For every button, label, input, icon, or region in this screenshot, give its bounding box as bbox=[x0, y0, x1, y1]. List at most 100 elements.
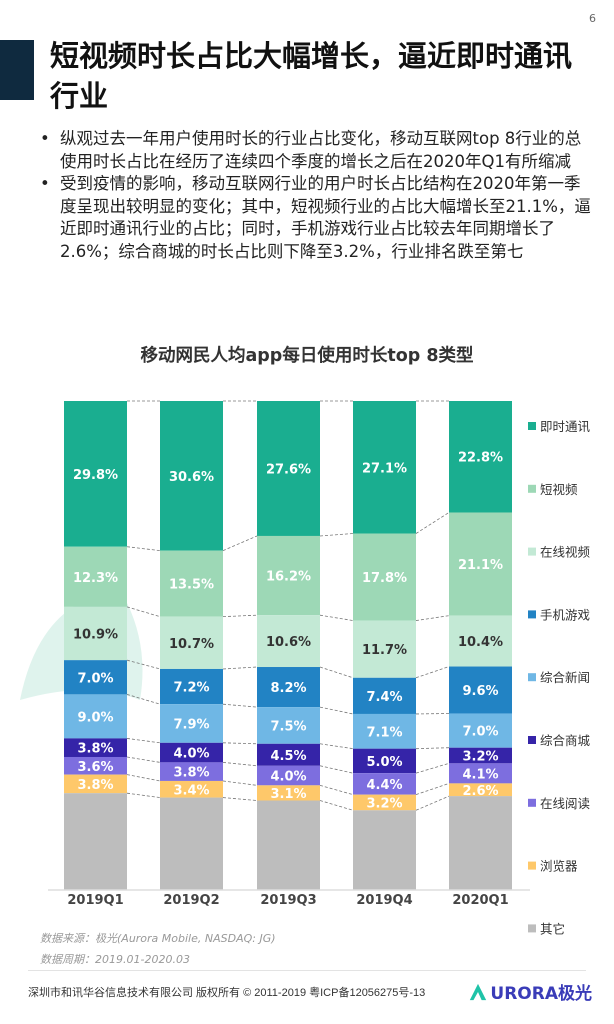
connector-line bbox=[415, 762, 450, 774]
chart-title: 移动网民人均app每日使用时长top 8类型 bbox=[140, 346, 474, 366]
data-label: 3.4% bbox=[173, 783, 209, 798]
legend-label: 手机游戏 bbox=[540, 607, 590, 622]
legend-swatch bbox=[528, 610, 536, 619]
data-label: 2.6% bbox=[462, 784, 498, 799]
bar-segment bbox=[257, 401, 320, 536]
connector-line bbox=[415, 783, 450, 796]
bar-segment bbox=[257, 535, 320, 616]
bullet-item: 受到疫情的影响，移动互联网行业的用户时长占比结构在2020年第一季度呈现出较明显… bbox=[38, 173, 594, 263]
data-label: 8.2% bbox=[270, 681, 306, 696]
data-label: 10.4% bbox=[458, 635, 503, 650]
data-label: 7.9% bbox=[173, 717, 209, 732]
bar-segment bbox=[257, 765, 320, 786]
legend-swatch bbox=[528, 547, 536, 556]
connector-line bbox=[319, 765, 354, 774]
connector-line bbox=[222, 780, 258, 786]
connector-line bbox=[222, 742, 258, 745]
bar-segment bbox=[449, 615, 512, 667]
bar-segment bbox=[160, 550, 223, 617]
data-label: 3.2% bbox=[462, 750, 498, 765]
aurora-logo-icon bbox=[470, 983, 487, 1000]
data-label: 9.6% bbox=[462, 684, 498, 699]
legend-swatch bbox=[528, 736, 536, 744]
page-title: 短视频时长占比大幅增长，逼近即时通讯行业 bbox=[50, 39, 573, 113]
connector-line bbox=[319, 706, 354, 715]
legend-label: 综合商城 bbox=[540, 733, 591, 748]
bar-segment bbox=[353, 401, 416, 534]
legend-label: 短视频 bbox=[540, 482, 578, 497]
connector-line bbox=[222, 614, 258, 618]
bar-segment bbox=[449, 796, 512, 890]
legend-swatch bbox=[528, 924, 536, 933]
connector-line bbox=[415, 666, 450, 679]
bar-segment bbox=[353, 533, 416, 621]
copyright-footer: 深圳市和讯华谷信息技术有限公司 版权所有 © 2011-2019 粤ICP备12… bbox=[28, 987, 426, 999]
legend-label: 其它 bbox=[540, 921, 565, 936]
bar-segment bbox=[64, 606, 127, 661]
data-label: 4.0% bbox=[270, 770, 306, 785]
connector-line bbox=[126, 738, 161, 744]
legend-label: 浏览器 bbox=[540, 859, 578, 874]
data-label: 11.7% bbox=[362, 643, 407, 658]
data-period: 数据周期：2019.01-2020.03 bbox=[40, 953, 190, 966]
bar-segment bbox=[64, 401, 127, 547]
bar-segment bbox=[160, 762, 223, 781]
connector-line bbox=[222, 797, 258, 801]
x-tick-label: 2019Q3 bbox=[260, 893, 316, 908]
bar-segment bbox=[353, 794, 416, 811]
bar-segment bbox=[64, 546, 127, 607]
bar-segment bbox=[353, 677, 416, 714]
bar-segment bbox=[160, 742, 223, 763]
title-accent-bar bbox=[0, 40, 34, 100]
bullet-list: 纵观过去一年用户使用时长的行业占比变化，移动互联网top 8行业的总使用时长占比… bbox=[38, 128, 594, 263]
bar-segment bbox=[64, 660, 127, 695]
connector-line bbox=[126, 774, 161, 782]
legend-swatch bbox=[528, 673, 536, 682]
bar-segment bbox=[160, 616, 223, 669]
data-label: 10.7% bbox=[169, 637, 214, 652]
connector-line bbox=[415, 512, 450, 534]
connector-line bbox=[415, 615, 450, 621]
connector-line bbox=[319, 666, 354, 679]
legend-label: 在线视频 bbox=[540, 545, 591, 560]
bar-segment bbox=[64, 793, 127, 890]
bar-segment bbox=[353, 773, 416, 795]
connector-line bbox=[319, 533, 354, 537]
connector-line bbox=[126, 606, 161, 618]
connector-line bbox=[222, 703, 258, 708]
bar-segment bbox=[64, 738, 127, 757]
data-label: 3.1% bbox=[270, 787, 306, 802]
bar-segment bbox=[160, 780, 223, 798]
bar-segment bbox=[257, 785, 320, 801]
data-label: 5.0% bbox=[366, 755, 402, 770]
bar-segment bbox=[449, 763, 512, 784]
data-label: 4.1% bbox=[462, 767, 498, 782]
connector-line bbox=[222, 535, 258, 552]
data-label: 4.5% bbox=[270, 749, 306, 764]
bar-segment bbox=[160, 797, 223, 890]
data-label: 7.4% bbox=[366, 690, 402, 705]
x-tick-label: 2019Q1 bbox=[67, 893, 123, 908]
legend-swatch bbox=[528, 861, 536, 870]
bar-segment bbox=[449, 713, 512, 748]
bar-segment bbox=[160, 401, 223, 551]
bullet-item: 纵观过去一年用户使用时长的行业占比变化，移动互联网top 8行业的总使用时长占比… bbox=[38, 128, 594, 173]
data-label: 27.6% bbox=[266, 462, 311, 477]
data-label: 4.0% bbox=[173, 747, 209, 762]
legend-label: 即时通讯 bbox=[540, 419, 591, 434]
bar-segment bbox=[353, 748, 416, 774]
data-label: 3.6% bbox=[77, 760, 113, 775]
bar-segment bbox=[64, 756, 127, 775]
data-label: 17.8% bbox=[362, 571, 407, 586]
connector-line bbox=[415, 747, 450, 750]
data-label: 4.4% bbox=[366, 778, 402, 793]
bar-segment bbox=[353, 810, 416, 890]
connector-line bbox=[415, 795, 450, 811]
data-label: 21.1% bbox=[458, 558, 503, 573]
bar-segment bbox=[449, 401, 512, 513]
bar-segment bbox=[64, 774, 127, 794]
legend-swatch bbox=[528, 484, 536, 493]
bar-segment bbox=[160, 668, 223, 705]
data-label: 3.8% bbox=[77, 742, 113, 757]
legend-label: 综合新闻 bbox=[540, 670, 590, 685]
